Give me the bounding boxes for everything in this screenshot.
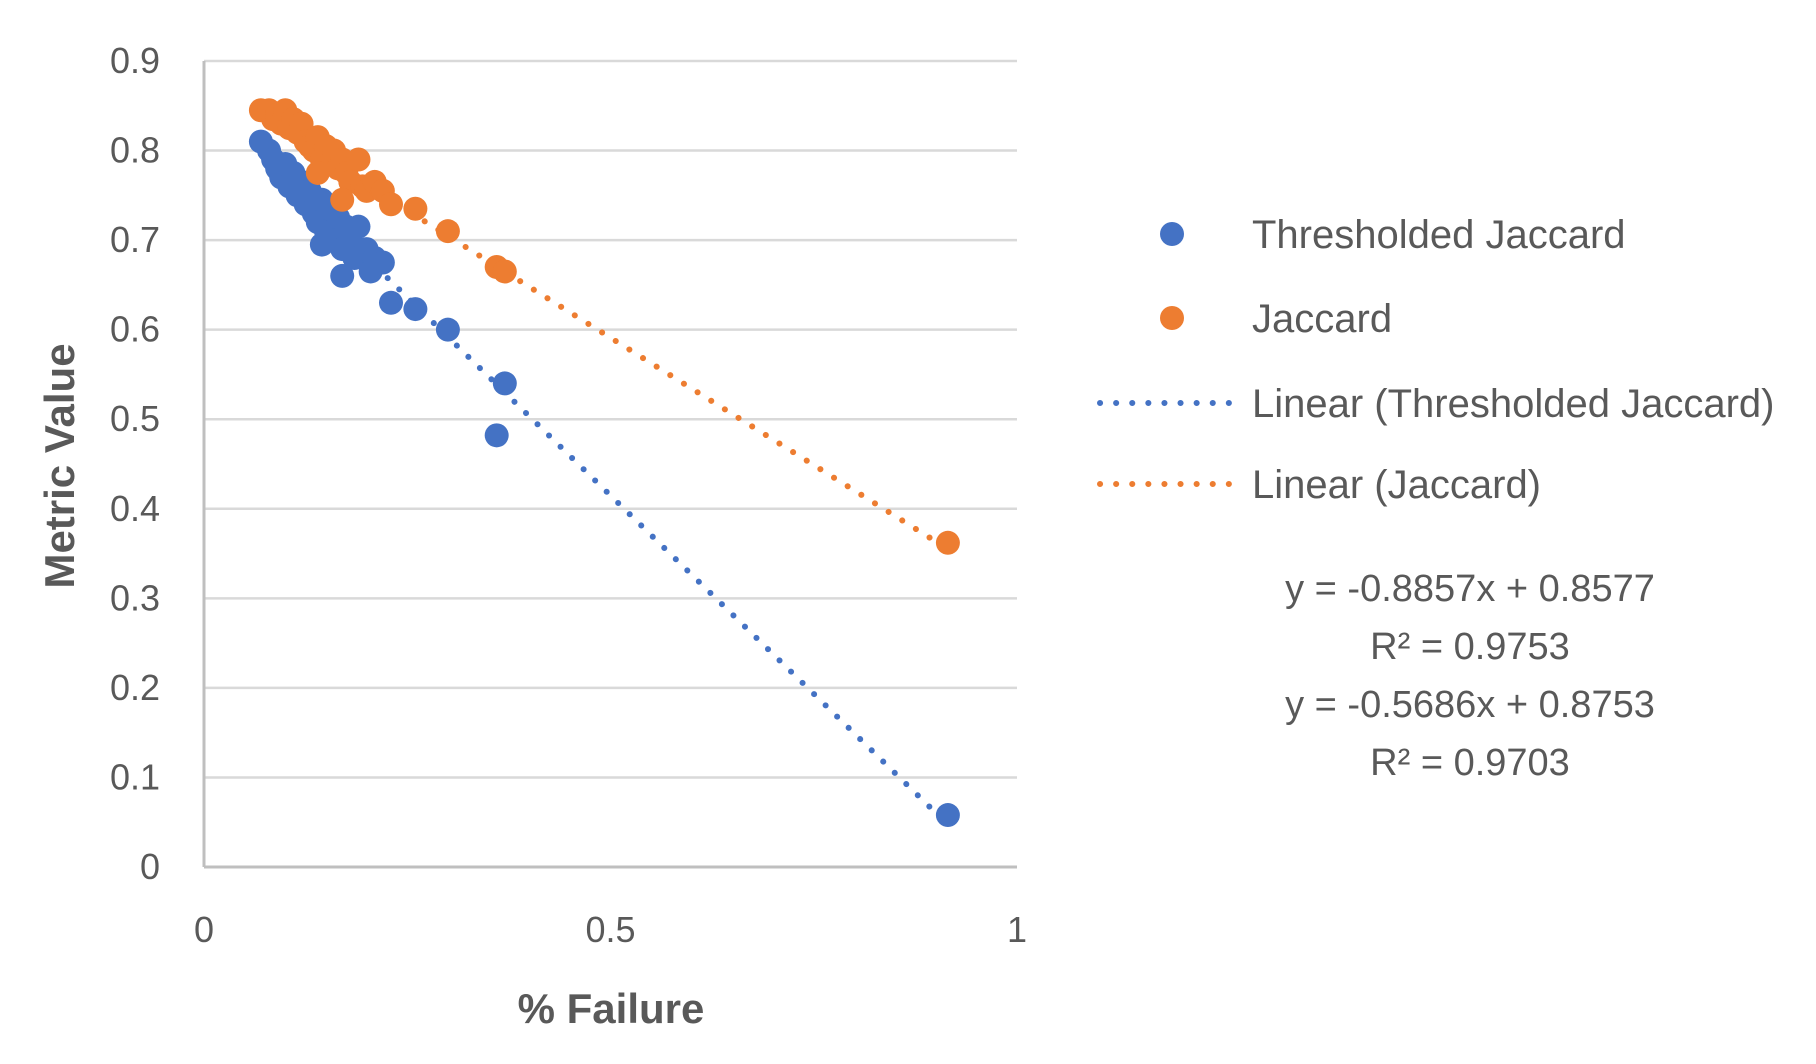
- equation-jaccard: y = -0.5686x + 0.8753: [1285, 684, 1655, 726]
- y-tick-label: 0.3: [110, 577, 160, 618]
- y-tick-label: 0.9: [110, 40, 160, 81]
- data-point: [330, 263, 355, 288]
- r-squared-jaccard: R² = 0.9703: [1370, 742, 1570, 784]
- x-axis-title: % Failure: [518, 985, 705, 1032]
- data-point: [378, 290, 403, 315]
- data-point: [435, 317, 460, 342]
- data-point: [330, 187, 355, 212]
- data-point: [309, 232, 334, 257]
- series-jaccard: [248, 98, 960, 555]
- data-point: [346, 214, 371, 239]
- data-point: [492, 259, 517, 284]
- y-tick-label: 0: [140, 846, 160, 887]
- x-tick-label: 0.5: [585, 909, 635, 950]
- legend-marker-thresholded-jaccard: [1160, 222, 1184, 246]
- y-tick-label: 0.6: [110, 309, 160, 350]
- data-point: [935, 803, 960, 828]
- data-point: [378, 192, 403, 217]
- data-point: [305, 160, 330, 185]
- legend-label-jaccard: Jaccard: [1252, 297, 1392, 341]
- y-tick-label: 0.1: [110, 756, 160, 797]
- legend-marker-jaccard: [1160, 306, 1184, 330]
- data-point: [403, 297, 428, 322]
- y-tick-label: 0.2: [110, 667, 160, 708]
- data-point: [492, 371, 517, 396]
- x-tick-label: 0: [194, 909, 214, 950]
- legend-label-linear-thresholded-jaccard: Linear (Thresholded Jaccard): [1252, 382, 1774, 426]
- legend-label-thresholded-jaccard: Thresholded Jaccard: [1252, 213, 1626, 257]
- x-tick-label: 1: [1007, 909, 1027, 950]
- data-point: [346, 147, 371, 172]
- data-point: [435, 219, 460, 244]
- y-tick-label: 0.8: [110, 130, 160, 171]
- y-tick-label: 0.4: [110, 488, 160, 529]
- series-thresholded-jaccard: [248, 129, 960, 828]
- trendline-equations: y = -0.8857x + 0.8577 R² = 0.9753 y = -0…: [1285, 568, 1655, 784]
- axes: [202, 61, 1017, 869]
- legend: Thresholded Jaccard Jaccard Linear (Thre…: [1097, 213, 1774, 507]
- data-point: [935, 530, 960, 555]
- data-point: [403, 196, 428, 221]
- y-tick-label: 0.7: [110, 219, 160, 260]
- tick-labels: 0 0.1 0.2 0.3 0.4 0.5 0.6 0.7 0.8 0.9 0 0.5 1: [110, 40, 1027, 950]
- r-squared-thresholded-jaccard: R² = 0.9753: [1370, 626, 1570, 668]
- data-point: [370, 250, 395, 275]
- legend-label-linear-jaccard: Linear (Jaccard): [1252, 463, 1541, 507]
- trendline-jaccard: [257, 115, 951, 553]
- equation-thresholded-jaccard: y = -0.8857x + 0.8577: [1285, 568, 1655, 610]
- y-axis-title: Metric Value: [36, 343, 83, 588]
- data-point: [289, 111, 314, 136]
- data-point: [484, 423, 509, 448]
- data-points: [248, 98, 960, 828]
- y-tick-label: 0.5: [110, 398, 160, 439]
